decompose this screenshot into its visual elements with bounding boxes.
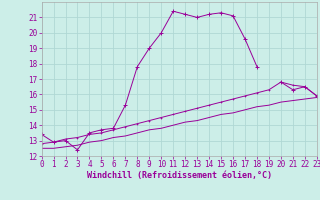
X-axis label: Windchill (Refroidissement éolien,°C): Windchill (Refroidissement éolien,°C): [87, 171, 272, 180]
